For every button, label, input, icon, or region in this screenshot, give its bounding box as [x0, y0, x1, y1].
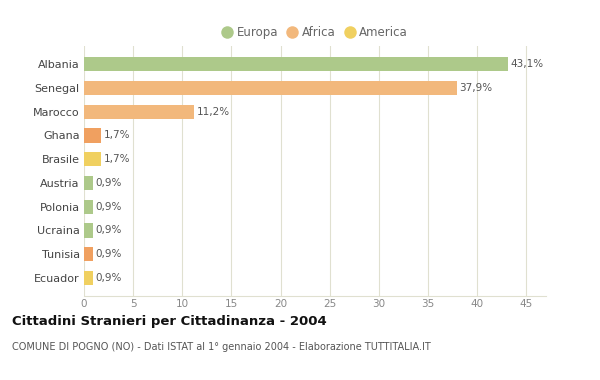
Bar: [84, 57, 508, 71]
Bar: [84, 152, 101, 166]
Bar: [84, 247, 93, 261]
Bar: [84, 176, 93, 190]
Bar: [84, 81, 457, 95]
Text: 0,9%: 0,9%: [96, 202, 122, 212]
Legend: Europa, Africa, America: Europa, Africa, America: [218, 21, 412, 44]
Bar: [84, 223, 93, 238]
Bar: [84, 128, 101, 142]
Text: 0,9%: 0,9%: [96, 225, 122, 235]
Text: 43,1%: 43,1%: [511, 59, 544, 69]
Text: 11,2%: 11,2%: [197, 107, 230, 117]
Bar: [84, 200, 93, 214]
Bar: [84, 271, 93, 285]
Text: COMUNE DI POGNO (NO) - Dati ISTAT al 1° gennaio 2004 - Elaborazione TUTTITALIA.I: COMUNE DI POGNO (NO) - Dati ISTAT al 1° …: [12, 342, 431, 352]
Text: 1,7%: 1,7%: [104, 130, 130, 140]
Text: 1,7%: 1,7%: [104, 154, 130, 164]
Text: 0,9%: 0,9%: [96, 273, 122, 283]
Bar: [84, 105, 194, 119]
Text: 0,9%: 0,9%: [96, 178, 122, 188]
Text: Cittadini Stranieri per Cittadinanza - 2004: Cittadini Stranieri per Cittadinanza - 2…: [12, 315, 327, 328]
Text: 37,9%: 37,9%: [460, 83, 493, 93]
Text: 0,9%: 0,9%: [96, 249, 122, 259]
